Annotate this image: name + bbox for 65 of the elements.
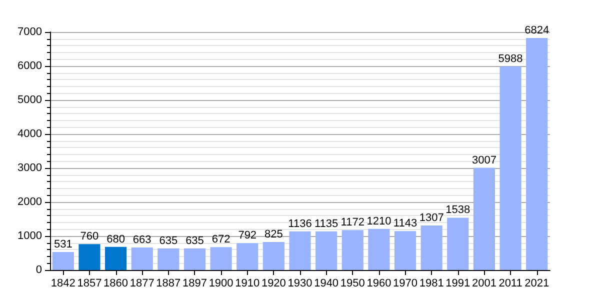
bar [78, 244, 100, 270]
data-label: 635 [159, 234, 178, 247]
data-label: 825 [264, 228, 283, 240]
y-tick-label: 0 [36, 264, 42, 276]
bar [184, 248, 206, 270]
y-tick-label: 1000 [18, 230, 42, 242]
data-label: 3007 [472, 154, 496, 166]
bar [342, 230, 364, 270]
x-tick-label: 1930 [288, 278, 312, 290]
y-tick-label: 7000 [18, 26, 42, 38]
bar [289, 231, 311, 270]
x-tick-label: 1857 [77, 278, 102, 290]
bar [262, 242, 284, 270]
bar [500, 66, 522, 270]
bar [210, 247, 232, 270]
x-tick-label: 1860 [104, 278, 128, 290]
x-tick-label: 2001 [472, 278, 496, 290]
data-label: 635 [186, 234, 204, 247]
y-tick-label: 2000 [18, 196, 42, 208]
x-tick-label: 1897 [182, 278, 207, 290]
data-label: 663 [132, 234, 152, 246]
x-tick-label: 2021 [524, 278, 550, 290]
data-label: 1307 [419, 212, 444, 224]
bar [105, 246, 127, 270]
data-label: 1172 [340, 216, 364, 229]
data-label: 5988 [498, 52, 523, 65]
x-tick-label: 1887 [156, 278, 181, 290]
x-tick-label: 1950 [340, 278, 365, 290]
bar [447, 218, 469, 270]
x-tick-label: 1991 [446, 278, 470, 290]
data-label: 672 [212, 234, 230, 246]
x-tick-label: 1981 [419, 278, 444, 290]
bar [52, 252, 74, 270]
x-tick-label: 1940 [314, 278, 339, 290]
x-tick-label: 1910 [235, 278, 260, 290]
y-tick-label: 3000 [18, 162, 42, 174]
data-label: 1136 [288, 218, 312, 230]
bar [316, 231, 338, 270]
bar [368, 228, 390, 270]
data-label: 1135 [314, 218, 338, 230]
y-tick-label: 4000 [18, 128, 42, 140]
data-label: 6824 [524, 24, 550, 36]
data-label: 1538 [446, 204, 470, 216]
data-label: 760 [80, 230, 99, 243]
bar [473, 168, 495, 270]
x-tick-label: 2011 [498, 278, 522, 290]
data-label: 1210 [366, 215, 392, 228]
bar [236, 243, 258, 270]
bar [131, 247, 153, 270]
bar [158, 248, 180, 270]
x-tick-label: 1970 [393, 278, 418, 290]
x-tick-label: 1877 [130, 278, 154, 290]
x-tick-label: 1900 [208, 278, 234, 290]
data-label: 1143 [393, 218, 418, 230]
data-label: 792 [238, 230, 257, 242]
y-tick-label: 5000 [18, 94, 42, 106]
data-label: 531 [54, 238, 72, 250]
y-tick-label: 6000 [18, 60, 42, 72]
x-tick-label: 1842 [50, 278, 76, 290]
data-label: 680 [106, 233, 125, 246]
x-tick-label: 1960 [366, 278, 392, 290]
bar [420, 226, 442, 270]
x-tick-label: 1920 [261, 278, 286, 290]
bar [394, 231, 416, 270]
bar [526, 38, 548, 270]
